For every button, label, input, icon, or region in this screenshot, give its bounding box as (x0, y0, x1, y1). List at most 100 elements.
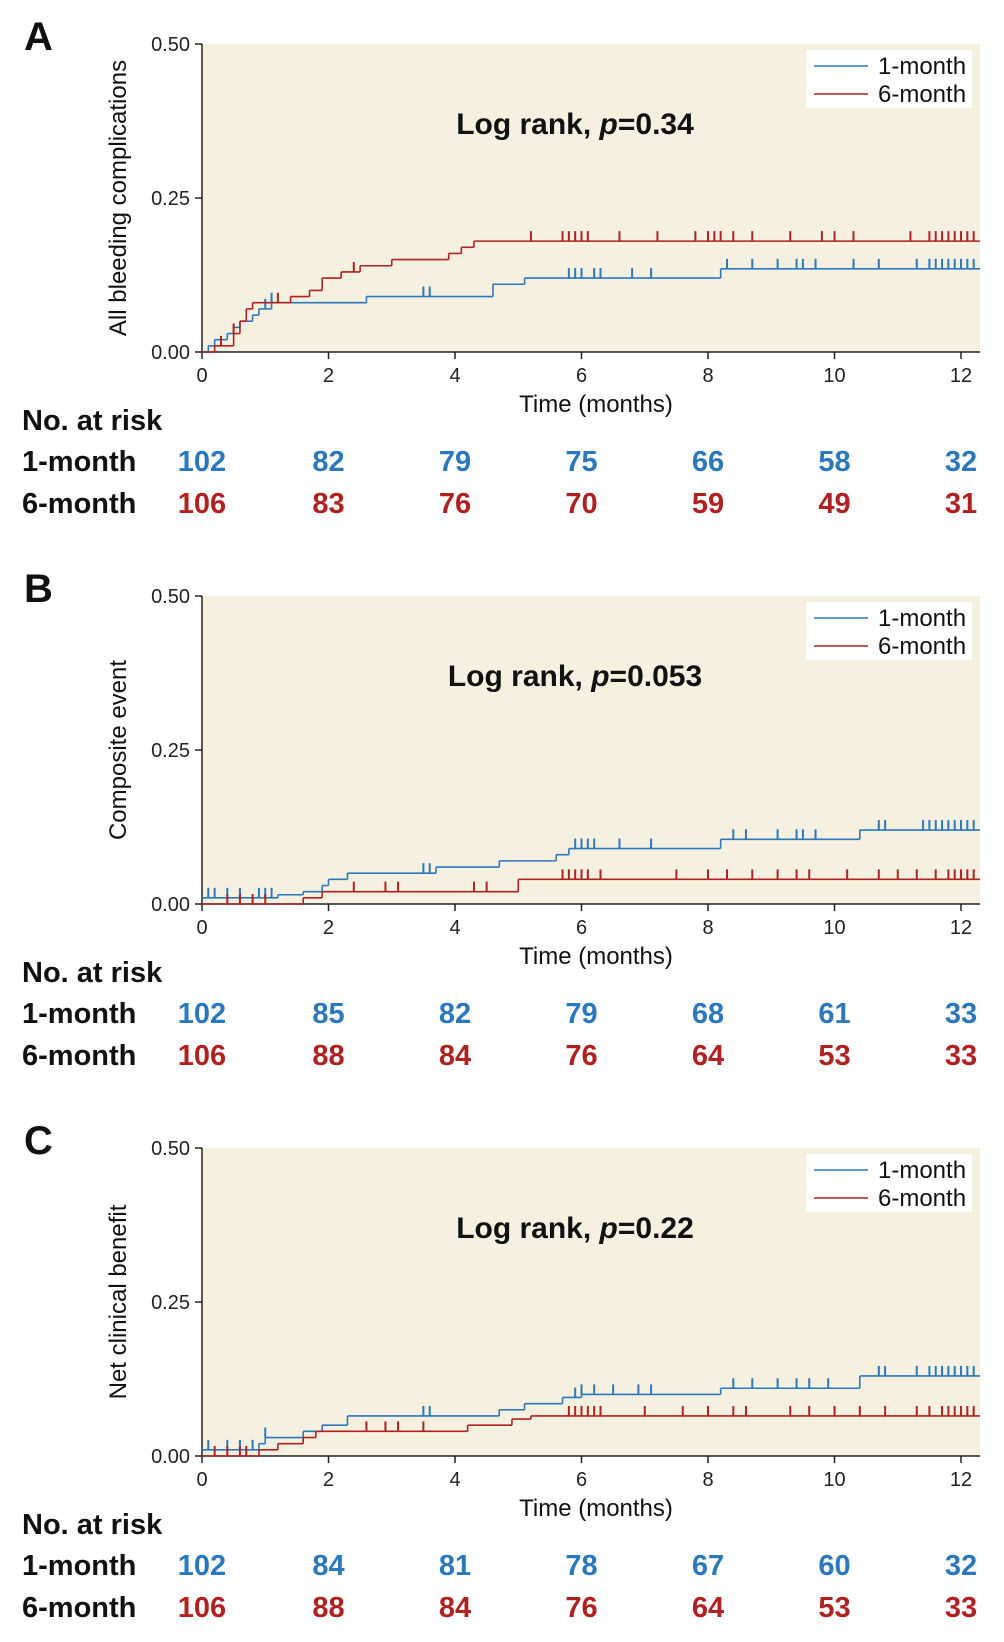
x-axis-label: Time (months) (519, 391, 673, 418)
annotation-part: p (599, 108, 618, 141)
panel: A 0.00 0.25 0.50 0 2 4 6 8 10 12 Time (months) All b… (22, 15, 980, 520)
legend-label: 1-month (878, 53, 966, 80)
risk-count: 84 (439, 1592, 471, 1624)
x-tick-label: 2 (323, 365, 334, 387)
risk-count: 59 (692, 488, 724, 520)
annotation-part: =0.34 (618, 108, 694, 141)
annotation-part: =0.053 (610, 660, 703, 693)
risk-count: 33 (945, 1592, 977, 1624)
y-tick-label: 0.50 (151, 586, 190, 608)
panel: C 0.00 0.25 0.50 0 2 4 6 8 10 12 Time (months) Net c… (22, 1119, 980, 1624)
legend-label: 1-month (878, 605, 966, 632)
risk-table-title: No. at risk (22, 957, 163, 989)
y-tick-label: 0.50 (151, 1138, 190, 1160)
x-axis-label: Time (months) (519, 943, 673, 970)
legend-box (806, 602, 972, 660)
x-tick-label: 0 (196, 365, 207, 387)
risk-count: 82 (439, 998, 471, 1030)
x-tick-label: 10 (823, 917, 845, 939)
risk-count: 76 (439, 488, 471, 520)
risk-count: 76 (565, 1592, 597, 1624)
risk-count: 88 (312, 1040, 344, 1072)
risk-count: 70 (565, 488, 597, 520)
risk-table-title: No. at risk (22, 405, 163, 437)
risk-count: 61 (818, 998, 850, 1030)
x-tick-label: 4 (449, 917, 460, 939)
risk-count: 76 (565, 1040, 597, 1072)
legend-label: 6-month (878, 1185, 966, 1212)
x-axis-label: Time (months) (519, 1495, 673, 1522)
series (202, 869, 980, 905)
panel-label: B (24, 567, 53, 611)
risk-row-label: 1-month (22, 1550, 136, 1582)
risk-count: 31 (945, 488, 977, 520)
risk-count: 102 (178, 446, 226, 478)
risk-count: 79 (565, 998, 597, 1030)
annotation-part: Log rank, (456, 108, 599, 141)
risk-row-label: 6-month (22, 1040, 136, 1072)
annotation: Log rank, p=0.22 (456, 1212, 694, 1245)
annotation-part: =0.22 (618, 1212, 694, 1245)
x-tick-label: 12 (950, 365, 972, 387)
legend-box (806, 1154, 972, 1212)
legend-label: 6-month (878, 633, 966, 660)
y-tick-label: 0.00 (151, 1446, 190, 1468)
x-tick-label: 12 (950, 917, 972, 939)
panel-label: C (24, 1119, 53, 1163)
risk-count: 67 (692, 1550, 724, 1582)
risk-count: 68 (692, 998, 724, 1030)
y-tick-label: 0.00 (151, 894, 190, 916)
risk-count: 64 (692, 1040, 724, 1072)
x-tick-label: 6 (576, 365, 587, 387)
risk-count: 106 (178, 1592, 226, 1624)
annotation: Log rank, p=0.34 (456, 108, 694, 141)
risk-count: 53 (818, 1592, 850, 1624)
risk-count: 102 (178, 998, 226, 1030)
risk-count: 81 (439, 1550, 471, 1582)
annotation-part: Log rank, (448, 660, 591, 693)
legend-label: 1-month (878, 1157, 966, 1184)
y-axis-label: All bleeding complications (105, 60, 132, 336)
x-tick-label: 0 (196, 1469, 207, 1491)
risk-count: 83 (312, 488, 344, 520)
annotation-part: Log rank, (456, 1212, 599, 1245)
y-axis-label: Composite event (105, 660, 132, 840)
risk-count: 33 (945, 998, 977, 1030)
risk-table-title: No. at risk (22, 1509, 163, 1541)
risk-count: 33 (945, 1040, 977, 1072)
legend-label: 6-month (878, 81, 966, 108)
y-axis-label: Net clinical benefit (105, 1204, 132, 1399)
risk-count: 88 (312, 1592, 344, 1624)
risk-count: 58 (818, 446, 850, 478)
annotation-part: p (599, 1212, 618, 1245)
series (202, 231, 980, 353)
y-tick-label: 0.25 (151, 1292, 190, 1314)
risk-count: 84 (439, 1040, 471, 1072)
risk-count: 85 (312, 998, 344, 1030)
x-tick-label: 8 (702, 365, 713, 387)
risk-row-label: 6-month (22, 1592, 136, 1624)
risk-count: 75 (565, 446, 597, 478)
annotation-part: p (590, 660, 609, 693)
x-tick-label: 4 (449, 365, 460, 387)
x-tick-label: 10 (823, 1469, 845, 1491)
y-tick-label: 0.25 (151, 740, 190, 762)
x-tick-label: 4 (449, 1469, 460, 1491)
legend-box (806, 50, 972, 108)
y-tick-label: 0.00 (151, 342, 190, 364)
x-tick-label: 6 (576, 917, 587, 939)
risk-count: 49 (818, 488, 850, 520)
annotation: Log rank, p=0.053 (448, 660, 702, 693)
risk-count: 84 (312, 1550, 344, 1582)
series (202, 1405, 980, 1457)
risk-count: 82 (312, 446, 344, 478)
x-tick-label: 0 (196, 917, 207, 939)
x-tick-label: 10 (823, 365, 845, 387)
risk-count: 53 (818, 1040, 850, 1072)
x-tick-label: 8 (702, 1469, 713, 1491)
risk-count: 79 (439, 446, 471, 478)
